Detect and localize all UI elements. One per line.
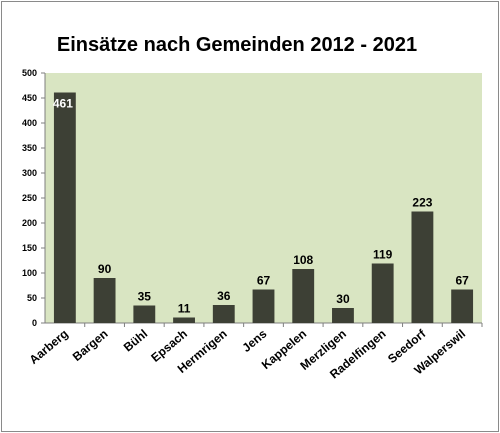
chart-title: Einsätze nach Gemeinden 2012 - 2021 [56, 34, 418, 56]
data-label: 30 [336, 292, 350, 306]
x-tick-label: Aarberg [27, 327, 71, 367]
x-tick-label: Jens [239, 326, 269, 355]
plot-area [45, 73, 482, 323]
data-label: 119 [373, 248, 393, 262]
bar [173, 317, 195, 323]
data-label: 36 [217, 289, 231, 303]
bar [451, 289, 474, 323]
y-tick-label: 350 [22, 143, 37, 153]
y-tick-label: 400 [22, 118, 37, 128]
data-label: 11 [178, 302, 191, 316]
data-label: 223 [412, 196, 432, 210]
bar [93, 278, 116, 323]
y-tick-label: 100 [22, 268, 37, 278]
bar [292, 269, 315, 323]
y-tick-label: 500 [22, 68, 37, 78]
y-tick-label: 450 [22, 93, 37, 103]
y-tick-label: 200 [22, 218, 37, 228]
bar [252, 289, 275, 323]
data-label: 67 [257, 274, 271, 288]
x-tick-label: Bargen [70, 327, 111, 364]
data-label: 461 [53, 97, 73, 111]
bar [332, 308, 354, 323]
data-label: 90 [98, 262, 112, 276]
bar [411, 211, 434, 323]
y-tick-label: 150 [22, 243, 37, 253]
y-tick-label: 0 [32, 318, 37, 328]
bar [53, 92, 76, 323]
bar [371, 263, 394, 323]
x-tick-label: Bühl [121, 327, 150, 355]
y-tick-label: 250 [22, 193, 37, 203]
y-tick-label: 300 [22, 168, 37, 178]
y-tick-label: 50 [27, 293, 37, 303]
data-label: 35 [138, 290, 152, 304]
bar [212, 305, 235, 323]
data-label: 108 [293, 253, 313, 267]
data-label: 67 [455, 274, 469, 288]
bar [133, 305, 156, 323]
